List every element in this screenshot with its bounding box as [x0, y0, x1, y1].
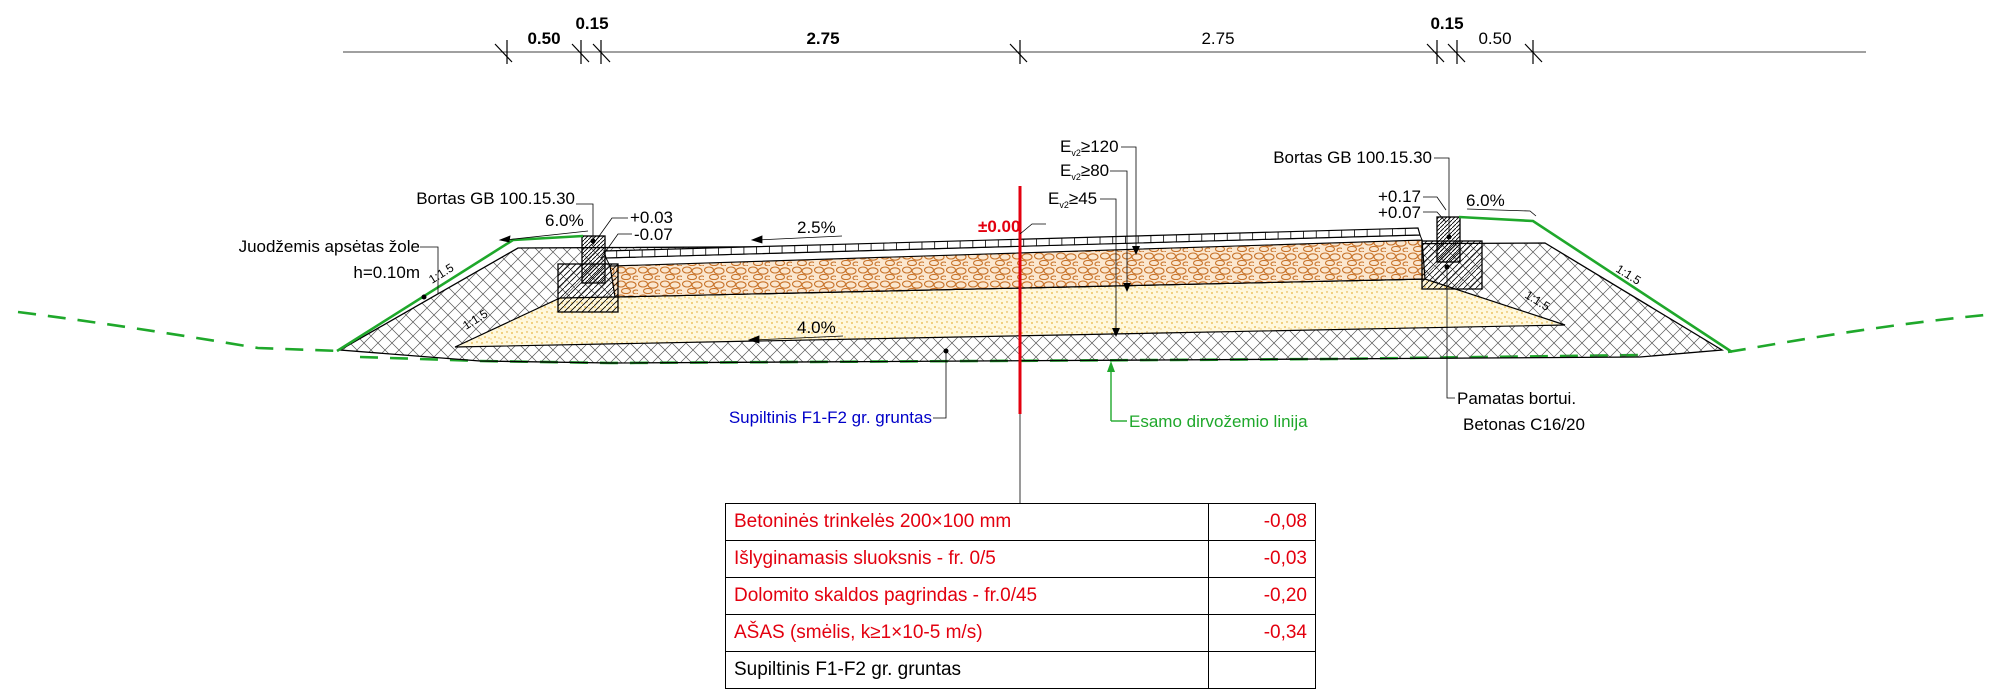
foundation-label: Betonas C16/20 [1463, 415, 1585, 434]
fill-soil-label: Supiltinis F1-F2 gr. gruntas [729, 408, 932, 427]
slope-label: 6.0% [1466, 191, 1505, 210]
table-row: Betoninės trinkelės 200×100 mm -0,08 [725, 503, 1316, 541]
dim-label: 2.75 [806, 29, 839, 48]
topsoil-label: Juodžemis apsėtas žole [239, 237, 420, 256]
table-row: Išlyginamasis sluoksnis - fr. 0/5 -0,03 [725, 540, 1316, 578]
dim-label: 2.75 [1201, 29, 1234, 48]
elevation-label: +0.17 [1378, 187, 1421, 206]
ratio-label: 1:1.5 [426, 260, 456, 286]
layer-thickness: -0,03 [1208, 540, 1316, 578]
layer-name: AŠAS (smėlis, k≥1×10-5 m/s) [725, 614, 1209, 652]
topsoil-right [1458, 215, 1733, 354]
layer-name: Betoninės trinkelės 200×100 mm [725, 503, 1209, 541]
dim-label: 0.15 [575, 14, 608, 33]
curb-left-label: Bortas GB 100.15.30 [416, 189, 575, 208]
dim-label: 0.50 [1478, 29, 1511, 48]
topsoil-label: h=0.10m [353, 263, 420, 282]
ev45-label: Ev2≥45 [1048, 189, 1097, 210]
slope-label: 2.5% [797, 218, 836, 237]
zero-elevation-label: ±0.00 [978, 217, 1020, 236]
layer-thickness: -0,08 [1208, 503, 1316, 541]
elevation-label: +0.07 [1378, 203, 1421, 222]
curb-right [1421, 216, 1483, 290]
dimension-line: 0.50 0.15 2.75 2.75 0.15 0.50 [343, 14, 1866, 64]
topsoil-left [336, 234, 584, 353]
curb-right-label: Bortas GB 100.15.30 [1273, 148, 1432, 167]
slope-label: 6.0% [545, 211, 584, 230]
curb-left [557, 235, 619, 313]
foundation-label: Pamatas bortui. [1457, 389, 1576, 408]
dim-label: 0.50 [527, 29, 560, 48]
table-row: Dolomito skaldos pagrindas - fr.0/45 -0,… [725, 577, 1316, 615]
layer-thickness: -0,34 [1208, 614, 1316, 652]
layer-name: Dolomito skaldos pagrindas - fr.0/45 [725, 577, 1209, 615]
layer-name: Išlyginamasis sluoksnis - fr. 0/5 [725, 540, 1209, 578]
ev120-label: Ev2≥120 [1060, 137, 1119, 158]
ev80-label: Ev2≥80 [1060, 161, 1109, 182]
slope-label: 4.0% [797, 318, 836, 337]
existing-soil-label: Esamo dirvožemio linija [1129, 412, 1308, 431]
elevation-label: +0.03 [630, 208, 673, 227]
layers-table: Betoninės trinkelės 200×100 mm -0,08 Išl… [725, 503, 1316, 689]
dim-label: 0.15 [1430, 14, 1463, 33]
layer-thickness: -0,20 [1208, 577, 1316, 615]
table-row: AŠAS (smėlis, k≥1×10-5 m/s) -0,34 [725, 614, 1316, 652]
elevation-label: -0.07 [634, 225, 673, 244]
